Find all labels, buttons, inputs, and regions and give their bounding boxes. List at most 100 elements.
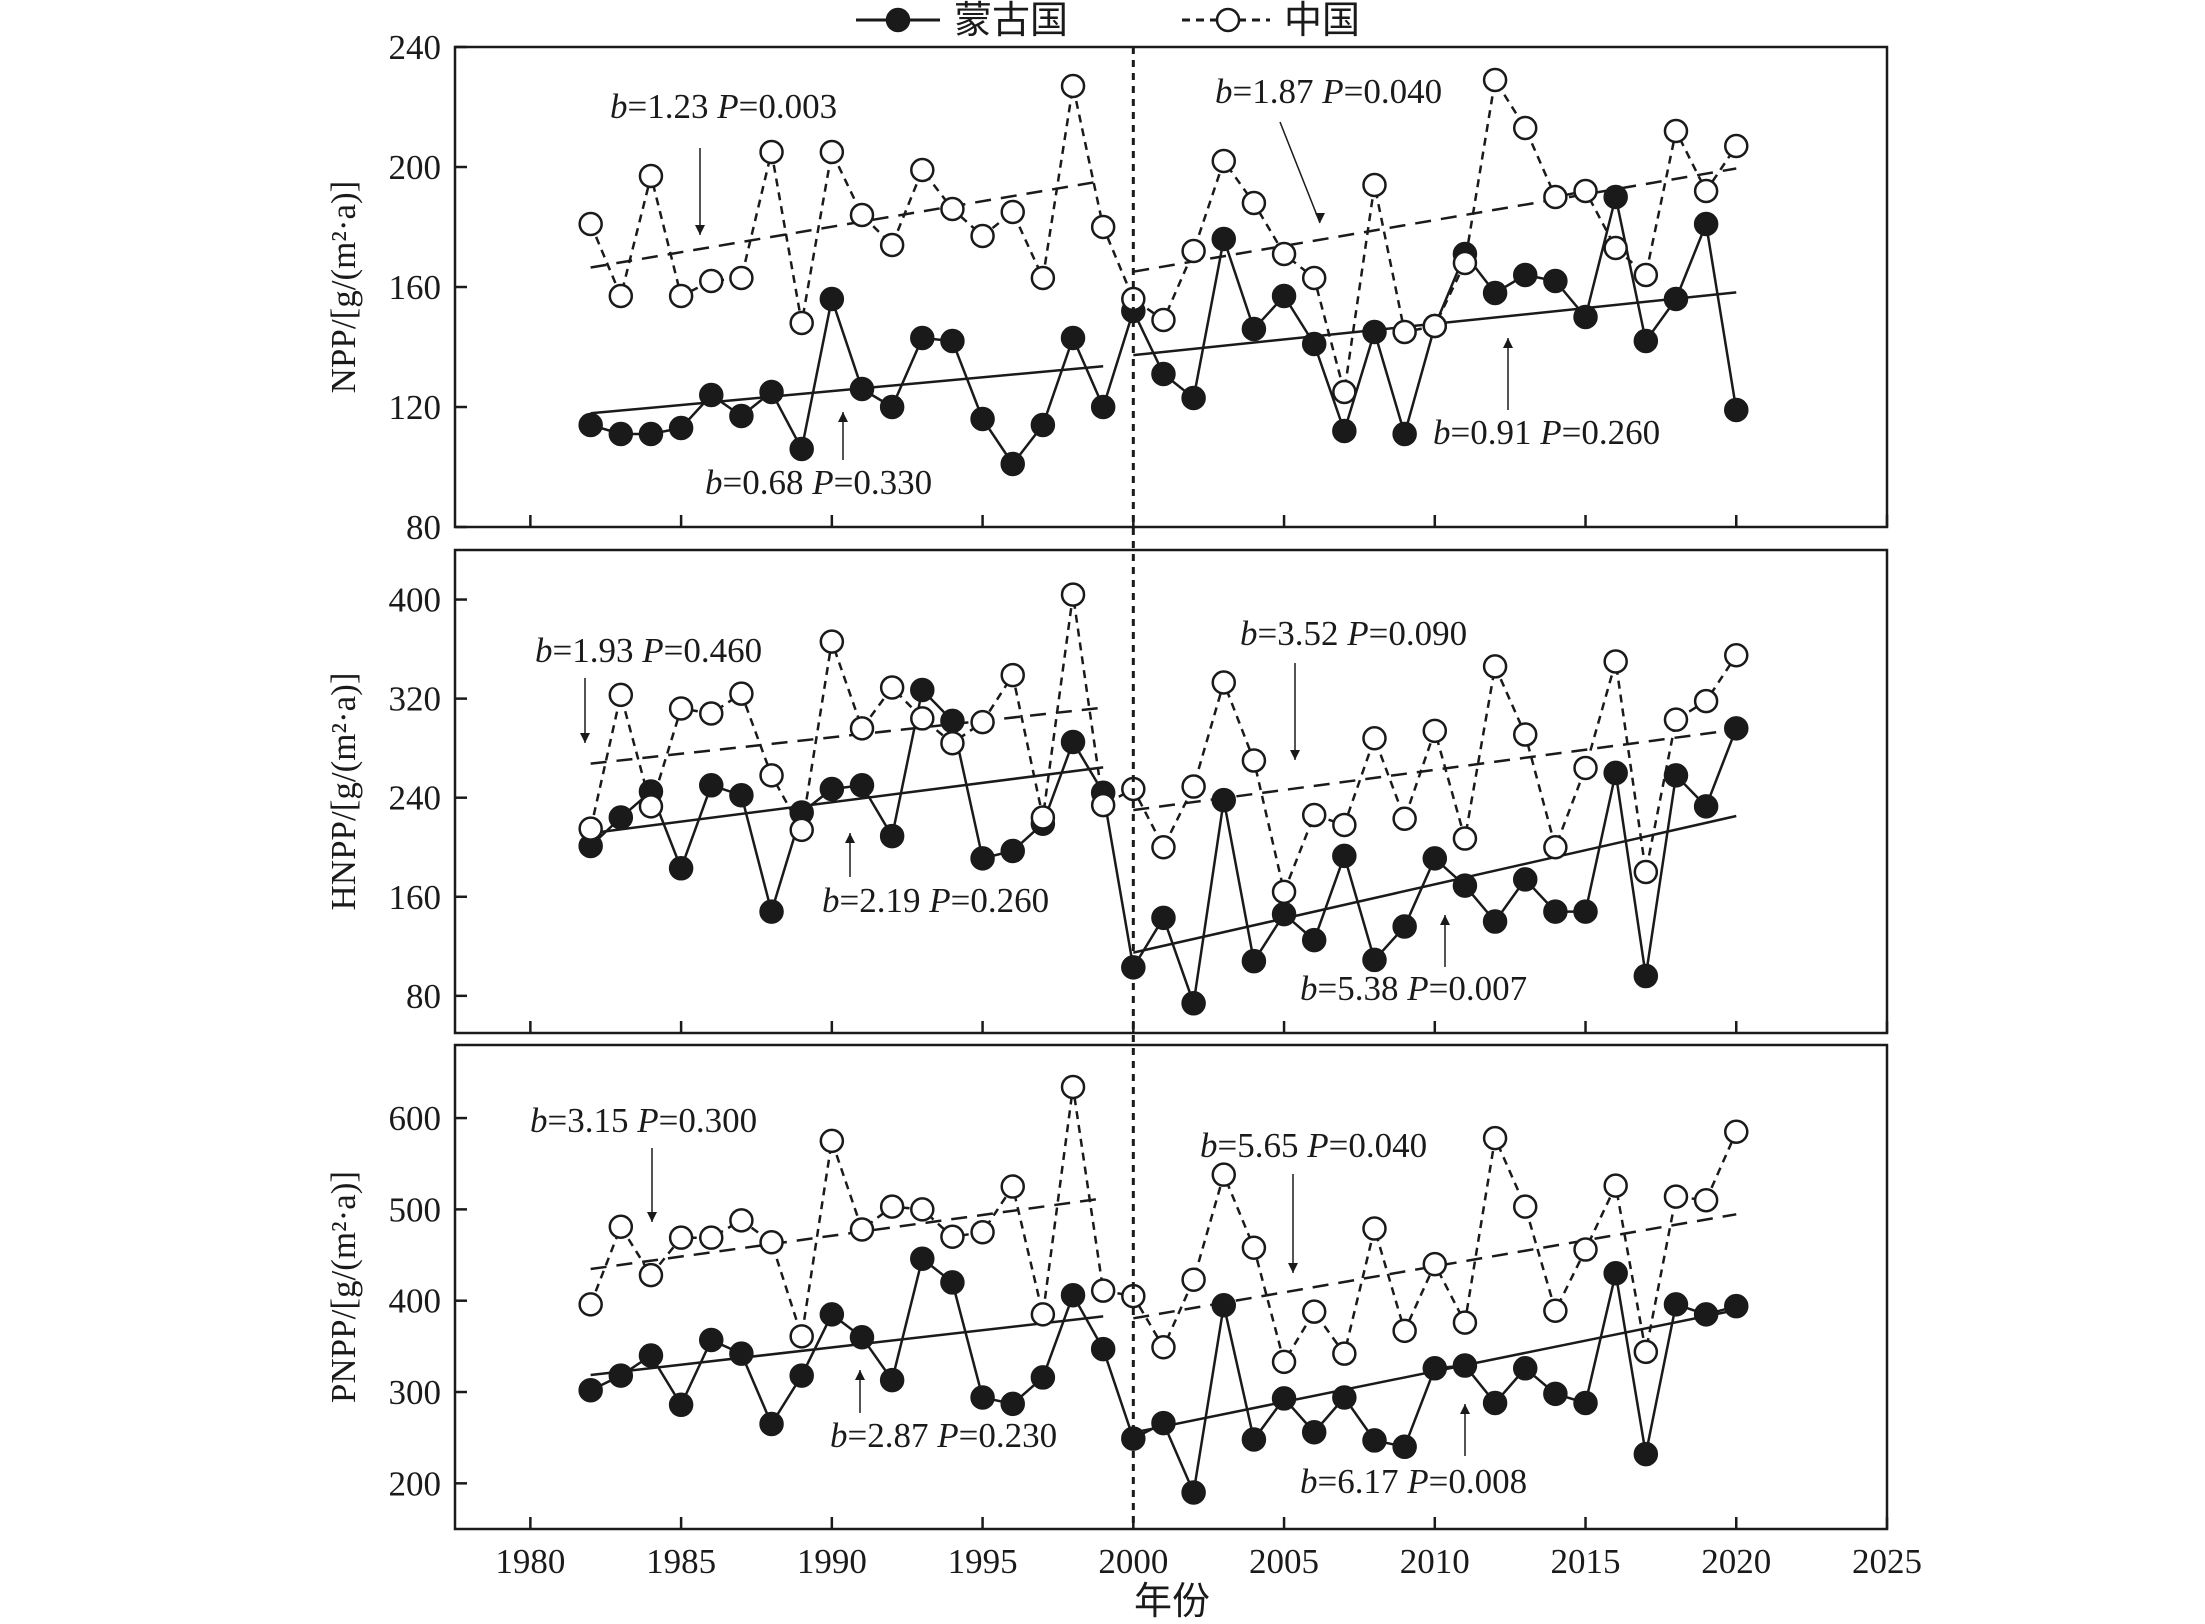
data-point-china [1301, 802, 1327, 828]
data-point-china [1422, 1251, 1448, 1277]
data-point-china [1573, 755, 1598, 781]
trend-line-mongolia [1133, 814, 1737, 954]
data-point-china [1332, 379, 1357, 405]
x-axis-label: 年份 [1134, 1581, 1210, 1623]
data-point-china [1241, 1235, 1267, 1260]
data-point-china [819, 139, 845, 165]
data-point-china [1512, 115, 1538, 141]
data-point-mongolia [1301, 331, 1327, 357]
data-point-china [1543, 834, 1568, 860]
data-point-china [970, 709, 995, 735]
data-point-china [789, 310, 814, 336]
panel-2: 80 160 240 320 400 HNPP/[g/(m²·a)] b=1.93 P=0.… [324, 548, 1889, 1035]
data-point-china [668, 1225, 694, 1250]
data-point-china [1482, 1125, 1508, 1151]
data-point-china [1332, 812, 1357, 838]
data-point-china [1482, 654, 1508, 679]
data-point-china [1543, 1298, 1568, 1323]
data-point-mongolia [1392, 421, 1417, 447]
data-point-mongolia [1271, 283, 1297, 309]
trend-line-china [590, 1197, 1104, 1271]
data-point-mongolia [879, 394, 905, 420]
data-point-mongolia [608, 1363, 634, 1388]
x-tick-label: 1990 [797, 1542, 867, 1581]
trend-annotation: b=1.93 P=0.460 [535, 631, 762, 670]
data-point-china [1301, 1299, 1327, 1324]
data-point-mongolia [940, 328, 965, 354]
data-point-china [638, 163, 664, 189]
data-point-china [1090, 1278, 1116, 1303]
y-axis-label: PNPP/[g/(m²·a)] [324, 1171, 363, 1403]
legend-marker-mongolia [885, 7, 911, 33]
data-point-mongolia [819, 776, 845, 802]
y-axis-label: HNPP/[g/(m²·a)] [324, 673, 363, 911]
data-point-china [1271, 879, 1297, 905]
data-point-mongolia [1301, 927, 1327, 953]
y-tick-label: 240 [389, 779, 442, 818]
trend-annotation: b=5.65 P=0.040 [1200, 1126, 1427, 1165]
data-point-china [608, 1214, 634, 1239]
data-point-china [1151, 1335, 1176, 1360]
data-point-china [1512, 1194, 1538, 1219]
y-tick-label: 160 [389, 878, 442, 917]
data-point-china [1452, 826, 1478, 851]
trend-annotation: b=2.19 P=0.260 [822, 881, 1049, 920]
data-point-mongolia [1663, 286, 1689, 312]
annotation-arrowhead [838, 412, 848, 422]
data-point-china [1000, 662, 1025, 688]
y-tick-label: 200 [389, 148, 442, 187]
data-point-mongolia [1090, 1336, 1116, 1362]
data-point-china [1362, 725, 1387, 751]
data-point-china [1332, 1341, 1357, 1366]
trend-annotation: b=0.68 P=0.330 [705, 463, 932, 502]
data-point-mongolia [668, 856, 694, 881]
data-point-china [1482, 67, 1508, 93]
data-point-china [1211, 1162, 1237, 1187]
y-tick-label: 160 [389, 268, 442, 307]
data-point-china [1724, 1119, 1749, 1145]
data-point-china [1060, 1074, 1086, 1100]
data-point-china [1151, 307, 1176, 333]
data-point-china [1452, 250, 1478, 276]
data-point-mongolia [1151, 361, 1176, 387]
data-point-mongolia [759, 899, 784, 924]
data-point-mongolia [970, 1385, 995, 1410]
data-point-china [1030, 265, 1056, 291]
data-point-mongolia [1332, 418, 1357, 444]
data-point-china [1090, 214, 1116, 240]
data-point-mongolia [910, 677, 935, 703]
x-tick-label: 2000 [1098, 1542, 1168, 1581]
legend-label-china: 中国 [1284, 0, 1360, 42]
legend: 蒙古国 中国 [856, 0, 1360, 42]
data-point-mongolia [1724, 1293, 1749, 1319]
trend-annotation: b=1.87 P=0.040 [1215, 72, 1442, 111]
data-point-mongolia [819, 1302, 845, 1327]
data-point-mongolia [849, 1324, 875, 1350]
data-point-china [879, 675, 905, 700]
data-point-china [1422, 718, 1448, 744]
data-point-china [1362, 1216, 1387, 1241]
data-point-china [970, 223, 995, 249]
data-point-china [638, 1262, 664, 1288]
y-tick-label: 200 [389, 1464, 442, 1503]
plot-frame [453, 1043, 1889, 1531]
data-point-mongolia [1693, 211, 1719, 237]
data-point-mongolia [1090, 394, 1116, 420]
series-china [578, 1074, 1749, 1375]
data-point-mongolia [1633, 1441, 1659, 1467]
data-point-china [1362, 172, 1387, 198]
data-point-china [1392, 319, 1417, 345]
trend-annotation: b=0.91 P=0.260 [1433, 413, 1660, 452]
data-point-mongolia [1543, 1381, 1568, 1407]
y-tick-label: 240 [389, 28, 442, 67]
data-point-mongolia [1362, 319, 1387, 345]
series-china [578, 67, 1749, 405]
trend-line-china [1133, 167, 1737, 273]
data-point-china [608, 283, 634, 309]
data-point-china [1060, 73, 1086, 99]
data-point-china [1422, 313, 1448, 339]
data-point-china [759, 763, 784, 788]
data-point-mongolia [879, 1367, 905, 1393]
y-tick-label: 80 [406, 977, 441, 1016]
data-point-china [1573, 178, 1598, 204]
